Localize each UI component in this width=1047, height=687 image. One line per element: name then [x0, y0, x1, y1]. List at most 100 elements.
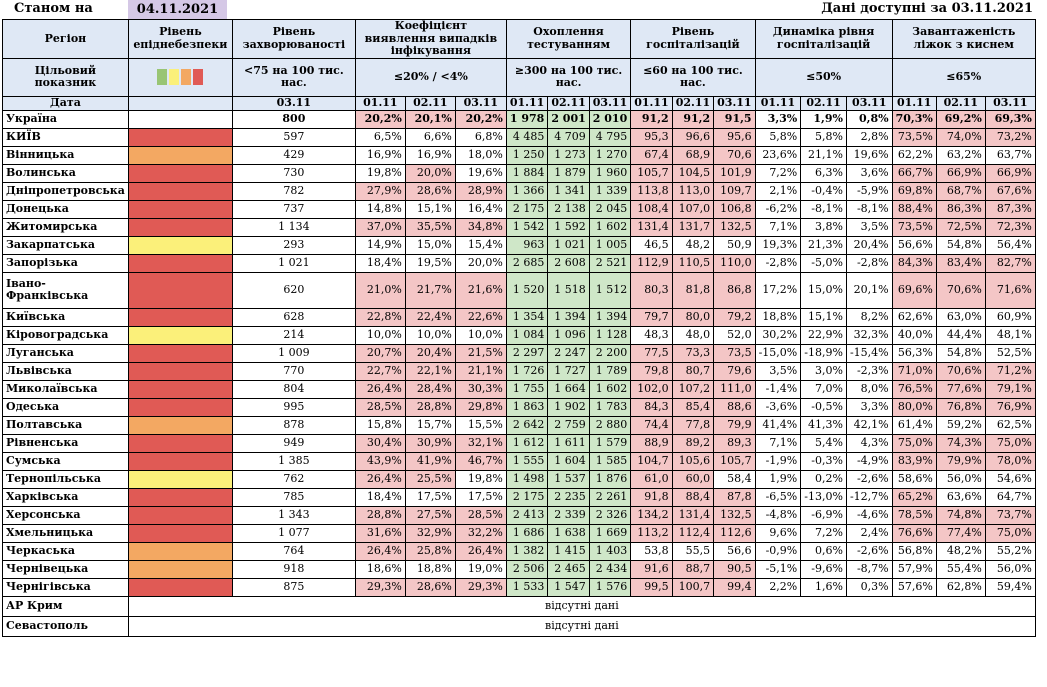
- testing-value: 1 084: [505, 325, 549, 345]
- testing-value: 1 394: [547, 307, 590, 327]
- table-row: Херсонська 1 343 28,8% 27,5% 28,5% 2 413 2 339…: [2, 505, 1036, 525]
- oxygen-beds-value: 73,5%: [891, 127, 937, 147]
- hospitalization-value: 105,7: [630, 163, 673, 183]
- detection-value: 25,5%: [404, 469, 456, 489]
- hospitalization-value: 79,9: [713, 415, 756, 435]
- table-row: Черкаська 764 26,4% 25,8% 26,4% 1 382 1 415 1 4…: [2, 541, 1036, 561]
- detection-value: 37,0%: [354, 217, 406, 237]
- table-row: Київська 628 22,8% 22,4% 22,6% 1 354 1 394 1 39…: [2, 307, 1036, 327]
- regions-table: Регіон Рівень епіднебезпеки Рівень захво…: [2, 19, 1036, 637]
- hospitalization-value: 80,3: [630, 271, 673, 309]
- oxygen-beds-value: 63,6%: [935, 487, 986, 507]
- testing-value: 1 128: [588, 325, 632, 345]
- hospitalization-value: 84,3: [630, 397, 673, 417]
- hospitalization-value: 110,0: [713, 253, 756, 273]
- incidence-value: 1 385: [231, 451, 356, 471]
- date-hospitalization-2: 03.11: [713, 95, 756, 111]
- epi-level-cell: [127, 271, 233, 309]
- oxygen-beds-value: 72,5%: [935, 217, 986, 237]
- epi-level-cell: [127, 163, 233, 183]
- detection-value: 15,4%: [454, 235, 507, 255]
- hosp-dynamics-value: 2,1%: [754, 181, 802, 201]
- detection-value: 20,2%: [354, 109, 406, 129]
- date-hospitalization-1: 02.11: [671, 95, 715, 111]
- detection-value: 32,1%: [454, 433, 507, 453]
- hospitalization-value: 134,2: [630, 505, 673, 525]
- hospitalization-value: 96,6: [671, 127, 715, 147]
- region-name: Львівська: [2, 361, 129, 381]
- detection-value: 19,6%: [454, 163, 507, 183]
- testing-value: 2 521: [588, 253, 632, 273]
- detection-value: 46,7%: [454, 451, 507, 471]
- oxygen-beds-value: 72,3%: [984, 217, 1036, 237]
- date-detection-2: 03.11: [454, 95, 507, 111]
- region-name: Івано-Франківська: [2, 271, 129, 309]
- region-name: Вінницька: [2, 145, 129, 165]
- hosp-dynamics-value: 7,2%: [754, 163, 802, 183]
- region-name: Кіровоградська: [2, 325, 129, 345]
- oxygen-beds-value: 73,5%: [891, 217, 937, 237]
- detection-value: 27,9%: [354, 181, 406, 201]
- detection-value: 18,0%: [454, 145, 507, 165]
- oxygen-beds-value: 67,6%: [984, 181, 1036, 201]
- epi-level-cell: [127, 415, 233, 435]
- region-name: Україна: [2, 109, 129, 129]
- hosp-dynamics-value: -1,4%: [754, 379, 802, 399]
- region-name: Луганська: [2, 343, 129, 363]
- oxygen-beds-value: 74,8%: [935, 505, 986, 525]
- oxygen-beds-value: 40,0%: [891, 325, 937, 345]
- testing-value: 1 884: [505, 163, 549, 183]
- hosp-dynamics-value: 7,1%: [754, 217, 802, 237]
- hospitalization-value: 73,3: [671, 343, 715, 363]
- detection-value: 41,9%: [404, 451, 456, 471]
- date-testing-1: 02.11: [547, 95, 590, 111]
- table-row: Хмельницька 1 077 31,6% 32,9% 32,2% 1 686 1 63…: [2, 523, 1036, 543]
- col-epi-level: Рівень епіднебезпеки: [127, 19, 233, 59]
- hospitalization-value: 102,0: [630, 379, 673, 399]
- hospitalization-value: 113,8: [630, 181, 673, 201]
- region-name: Чернігівська: [2, 577, 129, 597]
- testing-value: 1 592: [547, 217, 590, 237]
- detection-value: 20,0%: [404, 163, 456, 183]
- oxygen-beds-value: 86,3%: [935, 199, 986, 219]
- region-name: Черкаська: [2, 541, 129, 561]
- table-row: Полтавська 878 15,8% 15,7% 15,5% 2 642 2 759 2 …: [2, 415, 1036, 435]
- region-name: Тернопільська: [2, 469, 129, 489]
- oxygen-beds-value: 76,5%: [891, 379, 937, 399]
- epi-level-cell: [127, 577, 233, 597]
- detection-value: 18,8%: [404, 559, 456, 579]
- table-row: Івано-Франківська 620 21,0% 21,7% 21,6% 1 520…: [2, 271, 1036, 309]
- region-name: Сумська: [2, 451, 129, 471]
- hosp-dynamics-value: 2,4%: [845, 523, 893, 543]
- region-name: Хмельницька: [2, 523, 129, 543]
- detection-value: 28,6%: [404, 181, 456, 201]
- hospitalization-value: 81,8: [671, 271, 715, 309]
- oxygen-beds-value: 59,2%: [935, 415, 986, 435]
- hosp-dynamics-value: 41,3%: [800, 415, 847, 435]
- testing-value: 1 273: [547, 145, 590, 165]
- incidence-value: 782: [231, 181, 356, 201]
- testing-value: 2 138: [547, 199, 590, 219]
- incidence-value: 995: [231, 397, 356, 417]
- hosp-dynamics-value: -8,1%: [845, 199, 893, 219]
- detection-value: 10,0%: [454, 325, 507, 345]
- detection-value: 19,8%: [454, 469, 507, 489]
- incidence-value: 800: [231, 109, 356, 129]
- testing-value: 1 783: [588, 397, 632, 417]
- detection-value: 17,5%: [404, 487, 456, 507]
- detection-value: 29,3%: [354, 577, 406, 597]
- testing-value: 1 579: [588, 433, 632, 453]
- hosp-dynamics-value: -15,0%: [754, 343, 802, 363]
- region-name: Дніпропетровська: [2, 181, 129, 201]
- oxygen-beds-value: 56,0%: [984, 559, 1036, 579]
- oxygen-beds-value: 80,0%: [891, 397, 937, 417]
- target-testing: ≥300 на 100 тис. нас.: [505, 57, 632, 97]
- incidence-value: 1 021: [231, 253, 356, 273]
- detection-value: 21,5%: [454, 343, 507, 363]
- hospitalization-value: 53,8: [630, 541, 673, 561]
- oxygen-beds-value: 78,0%: [984, 451, 1036, 471]
- date-label: Дата: [2, 95, 129, 111]
- region-name: Одеська: [2, 397, 129, 417]
- date-epi-empty: [127, 95, 233, 111]
- testing-value: 1 005: [588, 235, 632, 255]
